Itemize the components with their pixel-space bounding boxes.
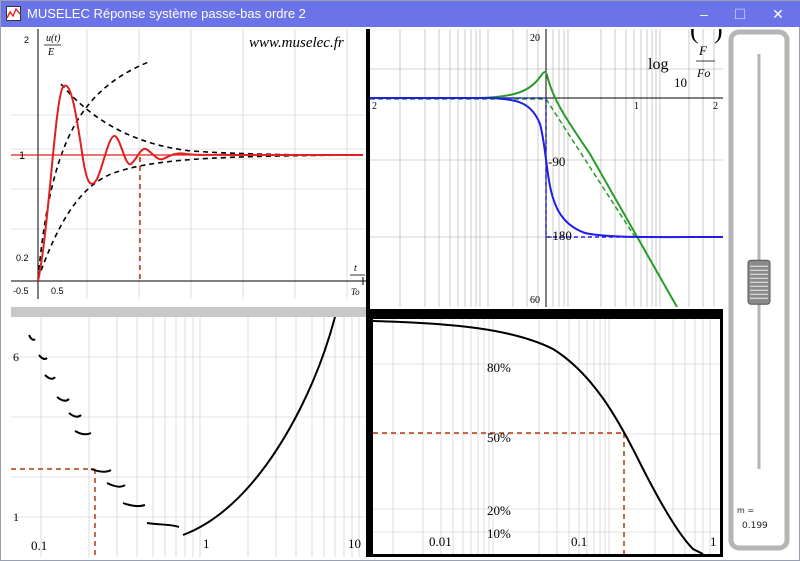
- bode-axis-frac-num: F: [698, 43, 708, 58]
- damping-label: m =: [737, 506, 755, 515]
- bode-tick-x-right: 2: [713, 101, 718, 112]
- step-y-label-den: E: [47, 47, 54, 58]
- separator-bar: [11, 307, 366, 317]
- step-tick-y-low: 0.2: [16, 253, 29, 263]
- overshoot-curve: [373, 320, 704, 554]
- decrement-tick-y-six: 6: [13, 350, 19, 364]
- decrement-tick-x-1: 1: [203, 536, 210, 551]
- overshoot-tick-x-1: 1: [710, 534, 717, 549]
- overshoot-tick-80: 80%: [487, 360, 511, 375]
- overshoot-grid: [373, 319, 720, 554]
- damping-value: 0.199: [742, 521, 768, 531]
- step-tick-x-half: 0.5: [51, 286, 64, 296]
- step-tick-y-top: 2: [24, 35, 29, 45]
- overshoot-tick-50: 50%: [487, 430, 511, 445]
- maximize-button[interactable]: ☐: [733, 6, 747, 22]
- bode-grid: [370, 29, 723, 307]
- bode-tick-x-one: 1: [634, 101, 639, 112]
- watermark: www.muselec.fr: [249, 35, 344, 51]
- decrement-tick-x-10: 10: [348, 536, 361, 551]
- step-response-plot: 2 1 0.2 -0.5 0.5 u(t) E t To www.muselec…: [11, 29, 366, 299]
- slider-thumb[interactable]: [747, 259, 771, 305]
- overshoot-tick-x-01: 0.1: [571, 534, 587, 549]
- svg-text:): ): [714, 29, 723, 44]
- damping-slider-panel: [728, 29, 794, 551]
- title-bar[interactable]: MUSELEC Réponse système passe-bas ordre …: [1, 1, 800, 27]
- step-grid: [11, 29, 366, 299]
- upper-envelope-decay: [60, 83, 364, 156]
- step-x-label-num: t: [354, 263, 357, 274]
- decrement-tick-y-one: 1: [13, 510, 19, 524]
- app-icon: [6, 6, 21, 21]
- bode-plot: 2 20 1 2 -90 -180 60 log 10 ( F Fo ): [370, 29, 723, 307]
- minimize-button[interactable]: –: [700, 6, 708, 22]
- window-title: MUSELEC Réponse système passe-bas ordre …: [27, 6, 306, 21]
- step-y-label-num: u(t): [46, 33, 61, 44]
- vertical-divider: [366, 29, 370, 557]
- svg-text:(: (: [690, 29, 699, 44]
- step-x-label-den: To: [351, 287, 360, 297]
- step-tick-x-neg: -0.5: [13, 286, 29, 296]
- decrement-curve-segments: [28, 334, 180, 528]
- decrement-plot: 6 1 0.1 1 10: [11, 317, 366, 557]
- bode-axis-frac-den: Fo: [696, 66, 710, 80]
- overshoot-tick-10: 10%: [487, 526, 511, 541]
- magnitude-asymptote-slope: [545, 98, 636, 238]
- bode-tick-bottom: 60: [530, 295, 540, 306]
- upper-envelope: [37, 60, 152, 280]
- overshoot-tick-x-001: 0.01: [429, 534, 452, 549]
- phase-curve: [370, 97, 723, 239]
- magnitude-curve: [370, 71, 678, 307]
- bode-axis-10: 10: [674, 75, 687, 90]
- decrement-rising-curve: [182, 317, 336, 536]
- decrement-tick-x-01: 0.1: [31, 538, 47, 553]
- close-button[interactable]: ✕: [772, 6, 784, 22]
- bode-tick-phase-90: -90: [548, 154, 565, 169]
- lower-envelope: [37, 154, 364, 280]
- overshoot-tick-20: 20%: [487, 503, 511, 518]
- bode-tick-y-top: 20: [530, 33, 540, 44]
- bode-tick-x-left: 2: [372, 101, 377, 112]
- bode-tick-phase-180: -180: [548, 228, 572, 243]
- bode-axis-log: log: [648, 56, 668, 73]
- decrement-grid: [11, 317, 366, 557]
- overshoot-plot: 80% 50% 20% 10% 0.01 0.1 1: [370, 309, 723, 557]
- step-tick-y-one: 1: [19, 150, 25, 162]
